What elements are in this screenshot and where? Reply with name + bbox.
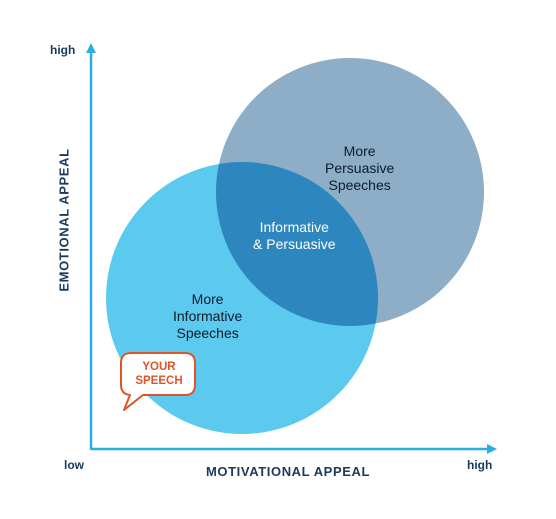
- callout-line-2: SPEECH: [135, 375, 183, 387]
- x-axis-low-label: low: [64, 458, 84, 472]
- y-axis-title: EMOTIONAL APPEAL: [56, 148, 72, 292]
- informative-label-line-1: More: [191, 291, 224, 307]
- speech-bubble: [120, 352, 196, 411]
- persuasive-label-line-2: Persuasive: [325, 160, 395, 176]
- informative-label-line-3: Speeches: [176, 325, 239, 341]
- x-axis-title: MOTIVATIONAL APPEAL: [206, 464, 371, 479]
- y-axis-arrowhead: [86, 43, 96, 53]
- overlap-region-label: Informative & Persuasive: [253, 219, 335, 253]
- informative-region-label: More Informative Speeches: [173, 291, 242, 342]
- callout-line-1: YOUR: [142, 361, 176, 373]
- persuasive-label-line-3: Speeches: [328, 177, 391, 193]
- y-axis-high-label: high: [50, 43, 76, 57]
- overlap-label-line-2: & Persuasive: [253, 236, 336, 252]
- informative-label-line-2: Informative: [173, 308, 243, 324]
- overlap-label-line-1: Informative: [259, 219, 329, 235]
- persuasive-region-label: More Persuasive Speeches: [325, 143, 394, 194]
- your-speech-callout: YOUR SPEECH: [131, 360, 187, 388]
- x-axis-arrowhead: [487, 444, 497, 454]
- x-axis-high-label: high: [467, 458, 493, 472]
- persuasive-label-line-1: More: [343, 143, 376, 159]
